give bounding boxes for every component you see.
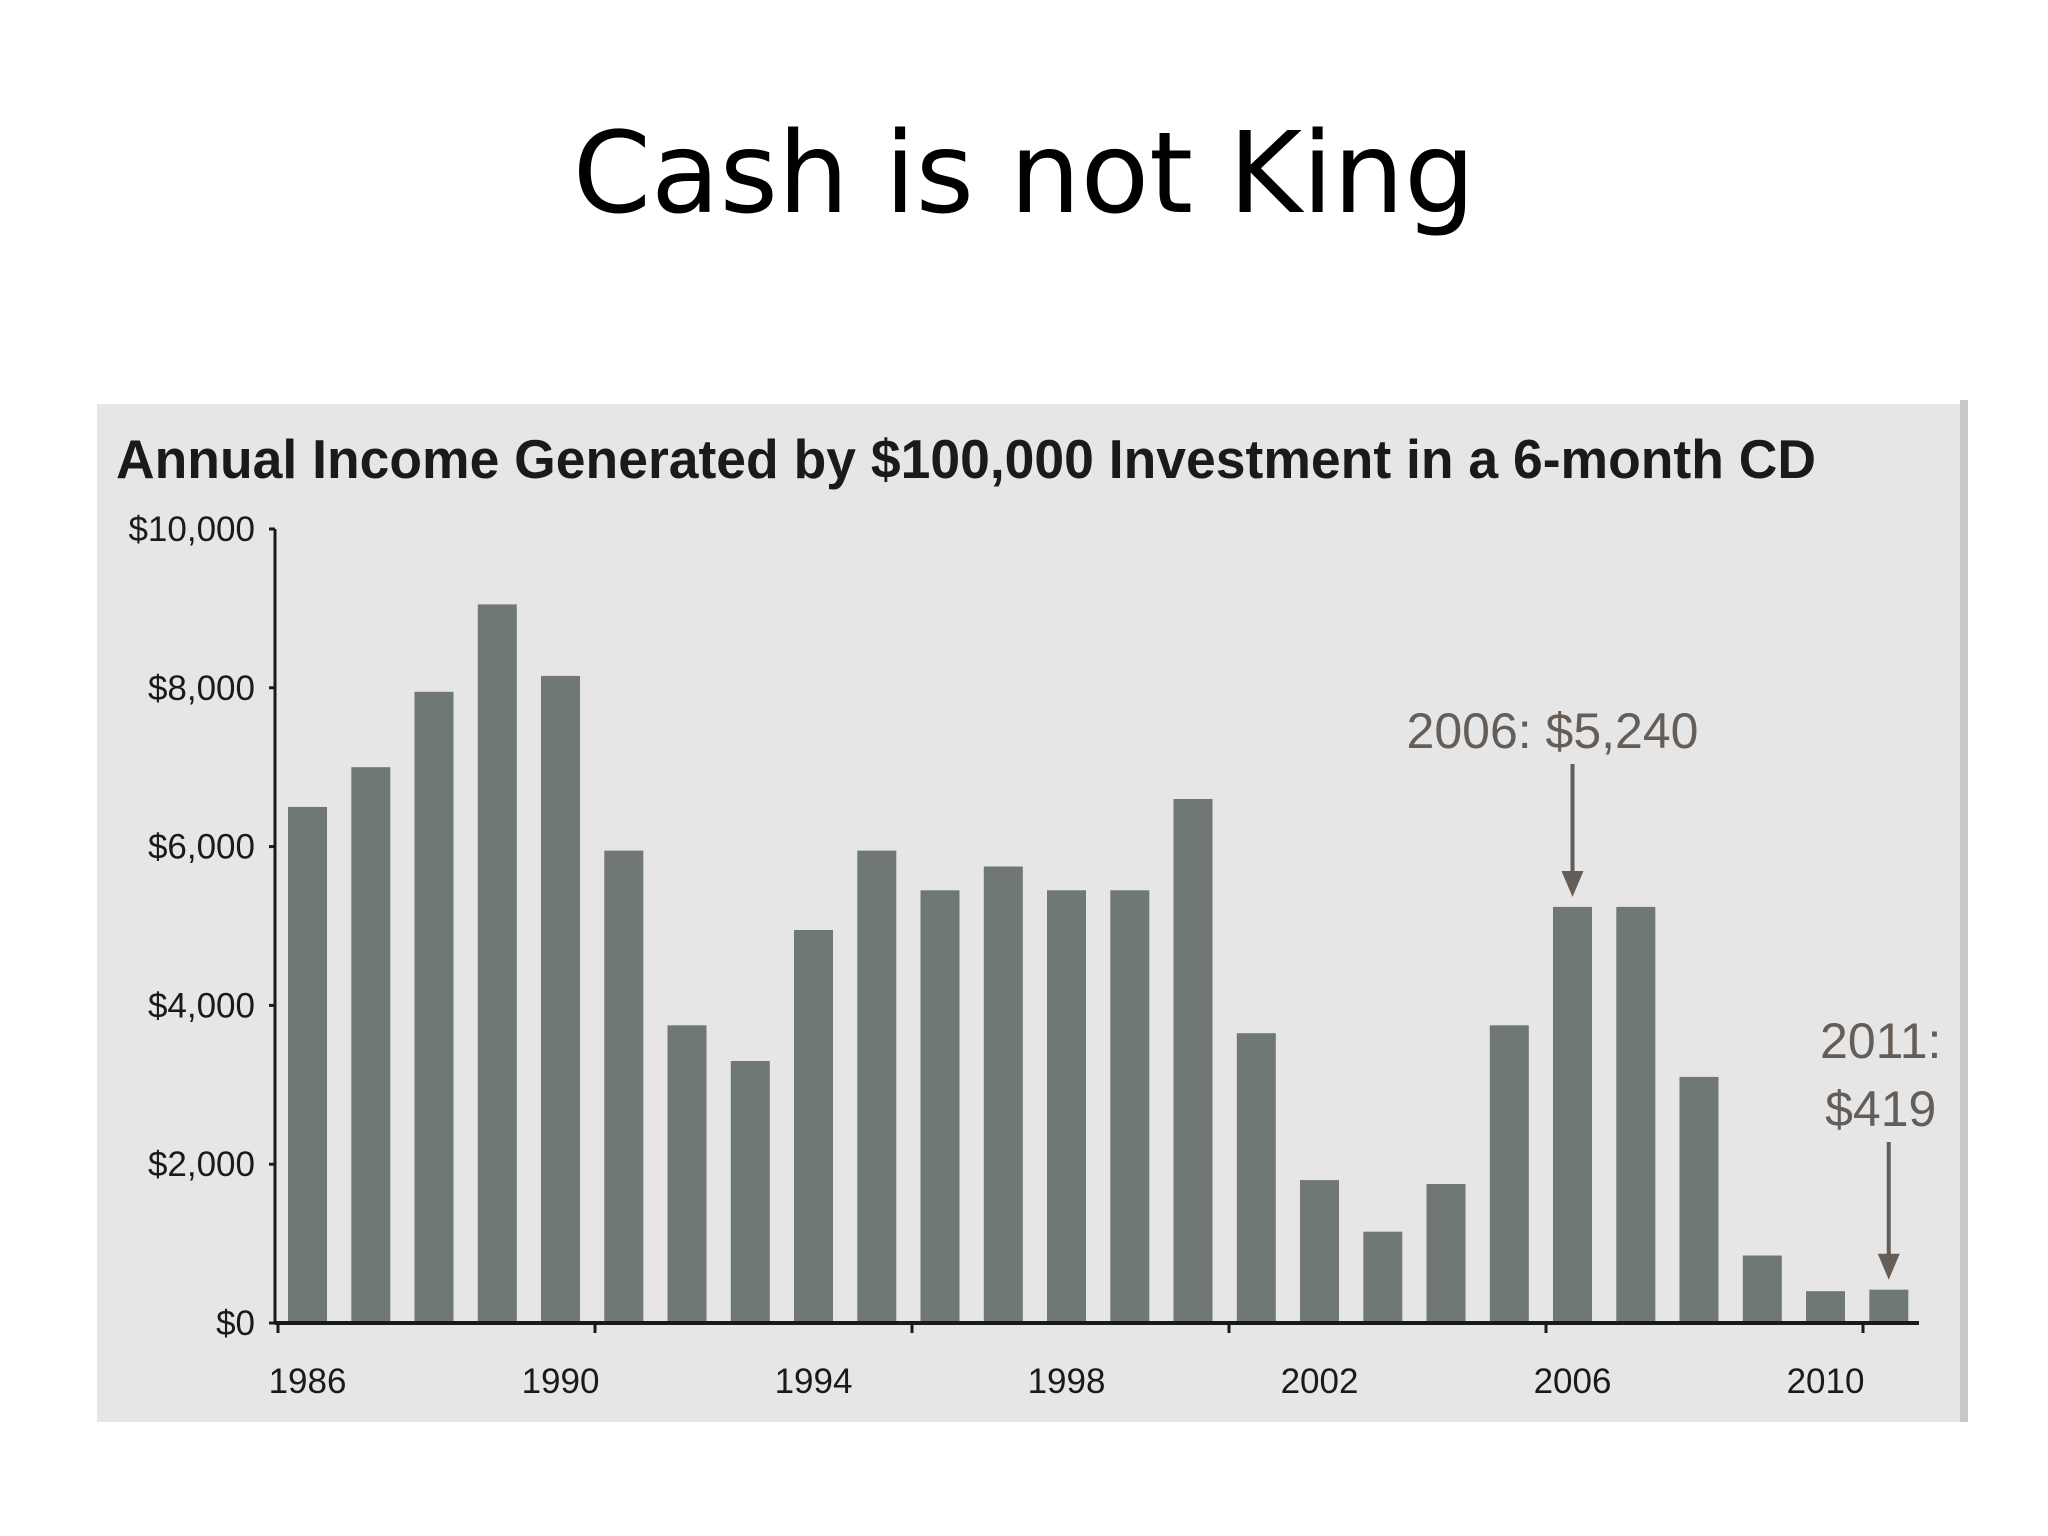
annotation-arrow-head — [1877, 1253, 1900, 1280]
bar-2005 — [1489, 1025, 1529, 1324]
bar-2009 — [1742, 1255, 1782, 1323]
bar-1997 — [983, 866, 1023, 1323]
annotation-arrow-head — [1561, 870, 1584, 897]
chart-panel: Annual Income Generated by $100,000 Inve… — [97, 404, 1960, 1422]
bar-1987 — [351, 767, 391, 1323]
annotation-text: $419 — [1825, 1081, 1936, 1137]
bar-2011 — [1869, 1289, 1909, 1323]
bar-1994 — [794, 930, 833, 1323]
x-axis-ticks: 1986 1990 1994 1998 2002 2006 2010 — [269, 1323, 1865, 1401]
annotation-text: 2006: $5,240 — [1407, 703, 1699, 759]
x-tick-label: 1986 — [269, 1362, 347, 1401]
y-tick-label: $4,000 — [148, 986, 255, 1025]
bar-2006 — [1553, 906, 1592, 1323]
bar-1995 — [857, 850, 897, 1323]
bar-2004 — [1426, 1184, 1466, 1323]
chart-panel-edge — [1960, 400, 1968, 1422]
y-tick-label: $2,000 — [148, 1145, 255, 1184]
bar-2007 — [1616, 906, 1656, 1323]
x-tick-label: 1994 — [775, 1362, 853, 1401]
y-tick-label: $10,000 — [128, 510, 255, 549]
bar-2003 — [1363, 1231, 1403, 1323]
axes — [273, 529, 1919, 1325]
x-tick-label: 2002 — [1281, 1362, 1359, 1401]
chart-title: Annual Income Generated by $100,000 Inve… — [116, 428, 1816, 490]
y-tick-label: $8,000 — [148, 669, 255, 708]
bar-1993 — [730, 1061, 770, 1323]
bar-2008 — [1679, 1076, 1719, 1323]
x-tick-label: 1998 — [1028, 1362, 1106, 1401]
annotations: 2006: $5,240 2011: $419 — [1407, 703, 1941, 1280]
bar-2002 — [1300, 1180, 1339, 1323]
bar-1996 — [920, 890, 960, 1323]
bar-1998 — [1047, 890, 1086, 1323]
annotation-text: 2011: — [1820, 1013, 1941, 1069]
bar-2000 — [1173, 799, 1213, 1323]
bar-2001 — [1236, 1033, 1276, 1323]
y-tick-label: $6,000 — [148, 828, 255, 867]
y-axis-ticks: $0 $2,000 $4,000 $6,000 $8,000 $10,000 — [128, 510, 275, 1343]
bar-1992 — [667, 1025, 707, 1324]
x-tick-label: 2006 — [1534, 1362, 1612, 1401]
bar-1999 — [1110, 890, 1150, 1323]
y-tick-label: $0 — [216, 1304, 255, 1343]
bar-1991 — [604, 850, 644, 1323]
x-tick-label: 2010 — [1787, 1362, 1865, 1401]
bar-1986 — [288, 806, 327, 1323]
bar-1990 — [541, 675, 580, 1323]
slide-title: Cash is not King — [572, 109, 1476, 239]
bar-1989 — [477, 604, 517, 1323]
bars — [288, 604, 1909, 1324]
bar-1988 — [414, 691, 454, 1323]
bar-2010 — [1806, 1291, 1845, 1323]
x-tick-label: 1990 — [522, 1362, 600, 1401]
bar-chart: Annual Income Generated by $100,000 Inve… — [116, 428, 1941, 1401]
